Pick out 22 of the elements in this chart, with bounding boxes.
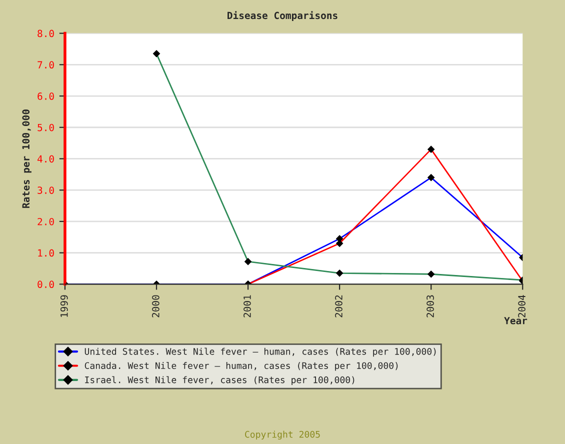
y-tick-label: 2.0 <box>38 218 54 226</box>
y-axis-title: Rates per 100,000 <box>22 110 32 208</box>
x-tick-label: 2000 <box>152 295 160 318</box>
y-tick-label: 0.0 <box>38 280 54 288</box>
x-tick-label: 2004 <box>518 295 526 318</box>
legend-label: United States. West Nile fever – human, cases (Rates per 100,000) <box>84 348 436 357</box>
text: Copyright 2005 <box>245 430 320 440</box>
y-tick-label: 1.0 <box>38 249 54 257</box>
y-tick-label: 4.0 <box>37 155 54 163</box>
x-tick-label: 2002 <box>335 295 342 318</box>
legend-label: Canada. West Nile fever – human, cases (Rates per 100,000) <box>84 362 398 371</box>
y-tick-label: 5.0 <box>38 124 54 132</box>
y-tick-label: 6.0 <box>38 92 54 100</box>
y-tick-label: 7.0 <box>38 61 54 69</box>
legend-label: Israel. West Nile fever, cases (Rates per 100,000) <box>85 376 354 385</box>
chart-title: Disease Comparisons <box>228 11 338 22</box>
y-tick-label: 8.0 <box>38 30 54 38</box>
x-tick-label: 2003 <box>426 295 434 318</box>
x-tick-label: 1999 <box>60 295 68 317</box>
y-tick-label: 3.0 <box>38 186 54 194</box>
x-axis-title: Year <box>504 317 528 324</box>
x-tick-label: 2001 <box>244 295 251 318</box>
